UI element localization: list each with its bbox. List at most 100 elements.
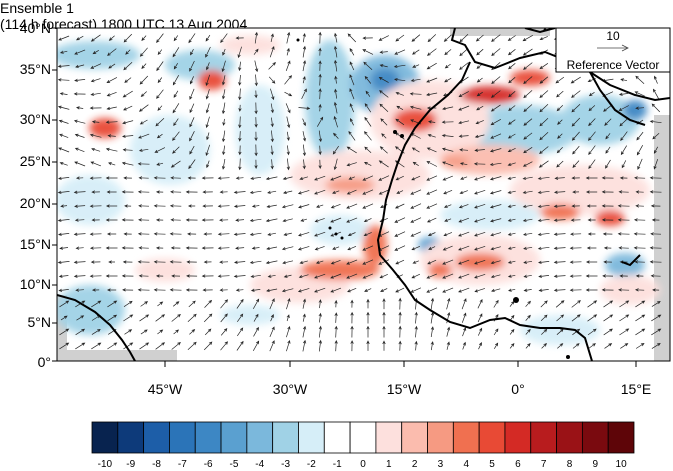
wind-vector (106, 91, 117, 97)
wind-vector (649, 120, 662, 124)
wind-vector (297, 246, 310, 251)
wind-vector (395, 91, 404, 96)
wind-vector (588, 118, 596, 127)
wind-vector (189, 76, 194, 85)
wind-vector (398, 311, 402, 324)
wind-vector (137, 162, 150, 166)
wind-vector (507, 260, 516, 264)
colorbar-swatch (349, 421, 377, 454)
wind-vector (314, 189, 326, 195)
wind-vector (522, 190, 533, 194)
wind-vector (349, 48, 355, 56)
wind-vector (651, 218, 660, 222)
wind-vector (91, 218, 100, 222)
wind-vector (139, 119, 148, 125)
wind-vector (206, 160, 210, 169)
lat-label-40n: 40°N (19, 20, 51, 36)
wind-vector (426, 217, 437, 223)
wind-vector (458, 245, 470, 251)
wind-vector (270, 88, 275, 101)
wind-vector (490, 118, 501, 126)
wind-vector (155, 342, 166, 350)
lat-label-20n: 20°N (19, 195, 51, 211)
wind-vector (364, 288, 372, 292)
wind-vector (105, 120, 118, 124)
wind-vector (188, 159, 196, 170)
wind-vector (349, 88, 355, 100)
wind-vector (653, 75, 658, 84)
wind-vector (477, 313, 483, 323)
wind-vector (73, 260, 86, 264)
wind-vector (362, 259, 374, 265)
wind-vector (286, 47, 290, 56)
colorbar-swatch (272, 421, 299, 454)
wind-vector (474, 217, 486, 223)
wind-vector (508, 288, 516, 292)
wind-vector (155, 117, 165, 127)
colorbar-label: 5 (489, 459, 495, 470)
wind-vector (619, 274, 628, 278)
wind-vector (236, 340, 244, 351)
wind-vector (123, 314, 134, 322)
wind-vector (378, 160, 389, 168)
wind-vector (366, 340, 370, 351)
wind-vector (153, 260, 166, 264)
colorbar-swatch (530, 421, 557, 454)
wind-vector (74, 204, 86, 208)
wind-vector (362, 273, 373, 279)
wind-vector (601, 190, 614, 194)
wind-vector (490, 246, 501, 251)
wind-vector (619, 328, 630, 336)
wind-vector (121, 218, 134, 222)
wind-vector (347, 287, 357, 293)
wind-vector (394, 245, 406, 251)
wind-vector (157, 301, 164, 307)
wind-vector (522, 218, 533, 222)
wind-vector (76, 106, 84, 110)
wind-vector (202, 288, 213, 292)
wind-vector (318, 31, 322, 44)
wind-vector (557, 133, 563, 139)
wind-vector (333, 132, 339, 139)
wind-vector (569, 274, 582, 278)
wind-vector (318, 130, 323, 143)
wind-vector (618, 105, 629, 111)
wind-vector (427, 232, 436, 236)
wind-vector (122, 288, 134, 292)
wind-vector (105, 218, 118, 222)
wind-vector (347, 245, 357, 251)
wind-vector (571, 204, 580, 208)
wind-vector (458, 217, 470, 223)
wind-vector (281, 204, 294, 209)
wind-vector (620, 78, 628, 82)
wind-vector (122, 90, 133, 98)
y-axis-ticks (52, 27, 57, 362)
colorbar-swatch (375, 421, 403, 454)
wind-vector (59, 133, 69, 138)
wind-vector (185, 218, 198, 222)
wind-vector (444, 49, 452, 56)
wind-vector (318, 325, 322, 338)
wind-vector (446, 326, 451, 337)
wind-vector (157, 77, 163, 84)
colorbar-swatch (401, 421, 428, 454)
wind-vector (635, 190, 644, 194)
wind-vector (365, 90, 371, 97)
wind-vector (123, 342, 134, 350)
wind-vector (490, 90, 501, 98)
wind-vector (206, 132, 210, 141)
wind-vector (59, 50, 68, 54)
wind-vector (90, 92, 101, 96)
wind-vector (297, 190, 310, 195)
wind-vector (620, 343, 629, 349)
wind-vector (75, 342, 86, 350)
wind-vector (379, 50, 388, 54)
wind-vector (556, 147, 563, 154)
wind-vector (523, 246, 533, 250)
wind-vector (380, 118, 388, 126)
wind-vector (302, 118, 306, 127)
wind-vector (333, 45, 338, 58)
wind-vector (302, 298, 307, 309)
wind-vector (250, 274, 261, 278)
wind-vector (334, 88, 338, 99)
